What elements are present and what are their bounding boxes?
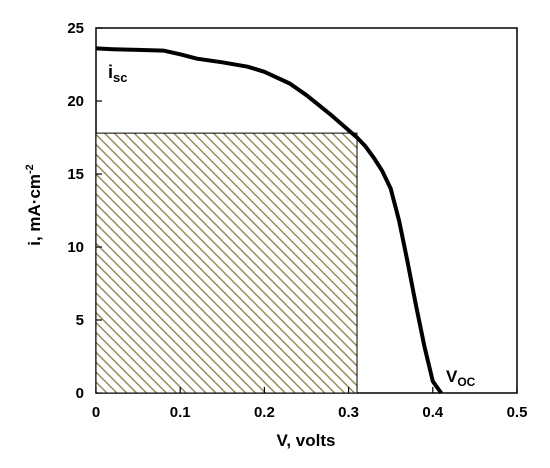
max-power-rectangle bbox=[95, 132, 358, 394]
x-tick-label: 0.2 bbox=[254, 404, 275, 421]
y-axis-title: i, mA·cm-2 bbox=[24, 164, 44, 246]
x-tick-label: 0.1 bbox=[170, 404, 191, 421]
x-tick-label: 0.5 bbox=[507, 404, 528, 421]
y-tick-label: 15 bbox=[67, 166, 84, 183]
x-tick-label: 0.3 bbox=[338, 404, 359, 421]
y-axis-title-main: i, mA·cm bbox=[25, 174, 44, 246]
x-axis-ticks: 0 0.1 0.2 0.3 0.4 0.5 bbox=[92, 387, 528, 421]
y-axis-ticks: 0 5 10 15 20 25 bbox=[67, 20, 102, 402]
voc-subscript: OC bbox=[457, 375, 475, 389]
isc-annotation: isc bbox=[108, 62, 127, 85]
y-tick-label: 25 bbox=[67, 20, 84, 37]
isc-subscript: sc bbox=[113, 70, 127, 85]
y-axis-title-superscript: -2 bbox=[24, 164, 36, 174]
y-tick-label: 5 bbox=[76, 312, 84, 329]
x-axis-title: V, volts bbox=[277, 431, 336, 450]
y-tick-label: 0 bbox=[76, 385, 84, 402]
x-tick-label: 0 bbox=[92, 404, 100, 421]
y-tick-label: 10 bbox=[67, 239, 84, 256]
y-tick-label: 20 bbox=[67, 93, 84, 110]
x-tick-label: 0.4 bbox=[422, 404, 444, 421]
iv-curve-line bbox=[95, 46, 443, 395]
voc-annotation: VOC bbox=[446, 367, 476, 389]
